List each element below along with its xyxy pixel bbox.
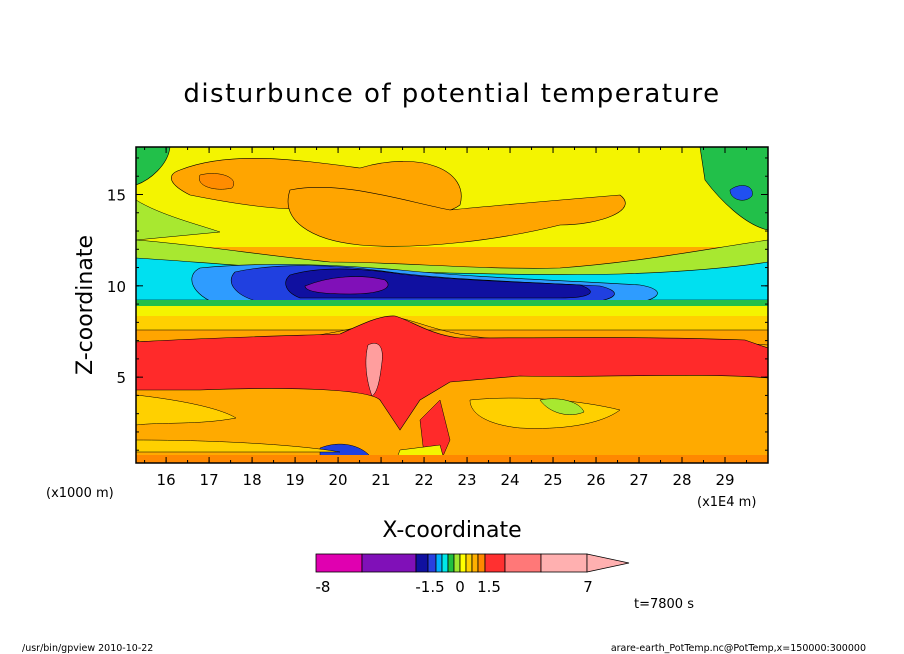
x-unit-left: (x1000 m) <box>46 486 114 501</box>
colorbar-label: -1.5 <box>415 578 444 596</box>
colorbar-swatch <box>447 553 455 573</box>
colorbar-label: -8 <box>316 578 331 596</box>
colorbar-swatch <box>435 553 443 573</box>
colorbar-swatch <box>415 553 429 573</box>
y-axis-ticks: 5 10 15 <box>107 157 768 451</box>
x-unit-right: (x1E4 m) <box>697 495 756 510</box>
colorbar-swatch <box>361 553 417 573</box>
footer-right: arare-earth_PotTemp.nc@PotTemp,x=150000:… <box>611 643 866 654</box>
colorbar-swatch <box>441 553 449 573</box>
colorbar-swatch <box>459 553 467 573</box>
y-tick-label: 5 <box>116 369 126 387</box>
time-label: t=7800 s <box>634 597 694 612</box>
y-axis-label: Z-coordinate <box>73 235 98 375</box>
colorbar <box>315 553 630 573</box>
x-tick-label: 23 <box>458 471 477 489</box>
footer-left: /usr/bin/gpview 2010-10-22 <box>22 643 153 654</box>
x-tick-label: 29 <box>715 471 734 489</box>
y-tick-label: 15 <box>107 186 126 204</box>
y-tick-label: 10 <box>107 278 126 296</box>
colorbar-swatch <box>477 553 486 573</box>
x-tick-label: 18 <box>243 471 262 489</box>
colorbar-swatch <box>427 553 437 573</box>
x-tick-label: 21 <box>372 471 391 489</box>
colorbar-swatch <box>465 553 473 573</box>
colorbar-swatch <box>471 553 479 573</box>
x-tick-label: 19 <box>286 471 305 489</box>
colorbar-swatch <box>453 553 461 573</box>
x-tick-label: 22 <box>415 471 434 489</box>
x-axis-label: X-coordinate <box>382 518 521 543</box>
colorbar-label: 7 <box>583 578 593 596</box>
colorbar-swatch <box>315 553 363 573</box>
colorbar-label: 1.5 <box>477 578 501 596</box>
x-tick-label: 24 <box>500 471 519 489</box>
colorbar-ticks: -8 -1.5 0 1.5 7 <box>316 578 593 596</box>
x-tick-label: 20 <box>329 471 348 489</box>
colorbar-swatch <box>484 553 506 573</box>
plot-frame <box>135 146 769 464</box>
colorbar-label: 0 <box>455 578 465 596</box>
x-axis-ticks: 16 17 18 19 20 21 22 23 24 25 26 27 28 29 <box>144 147 769 489</box>
colorbar-arrow <box>586 553 630 573</box>
x-tick-label: 16 <box>157 471 176 489</box>
x-tick-label: 17 <box>200 471 219 489</box>
contour-field <box>136 147 768 463</box>
colorbar-swatch <box>504 553 542 573</box>
chart-title: disturbunce of potential temperature <box>183 79 720 109</box>
x-tick-label: 27 <box>629 471 648 489</box>
colorbar-swatch <box>540 553 588 573</box>
x-tick-label: 25 <box>543 471 562 489</box>
x-tick-label: 28 <box>672 471 691 489</box>
x-tick-label: 26 <box>586 471 605 489</box>
